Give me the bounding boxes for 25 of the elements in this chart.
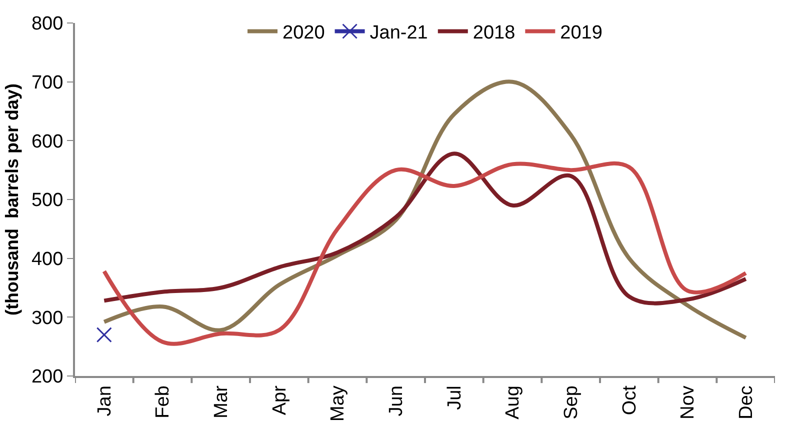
x-tick-label: Feb [152, 386, 174, 418]
y-axis-title: (thousand barrels per day) [2, 83, 22, 316]
y-tick-label: 400 [31, 248, 64, 270]
y-tick-label: 300 [31, 308, 64, 329]
x-tick-label: Aug [502, 386, 524, 420]
x-tick-label: Apr [269, 384, 290, 416]
legend-label: 2018 [472, 22, 516, 44]
x-tick-label: Jan [94, 386, 116, 416]
legend-label: 2019 [560, 22, 602, 44]
y-tick-label: 500 [31, 190, 64, 212]
y-tick-label: 600 [31, 131, 64, 152]
y-tick-label: 800 [31, 14, 64, 35]
x-tick-label: Dec [736, 386, 758, 420]
line-series [102, 80, 748, 340]
y-tick-label: 700 [31, 72, 64, 94]
x-tick-label: Oct [619, 384, 640, 416]
x-tick-label: Jun [386, 386, 408, 416]
x-tick-label: Sep [561, 386, 582, 420]
x-tick-label: Nov [678, 385, 699, 420]
x-tick-label: Jul [444, 386, 466, 410]
legend-label: Jan-21 [370, 22, 428, 44]
y-tick-label: 200 [31, 366, 64, 388]
legend-label: 2020 [282, 22, 325, 44]
x-tick-label: Mar [211, 384, 232, 418]
x-tick-label: May [328, 385, 349, 422]
